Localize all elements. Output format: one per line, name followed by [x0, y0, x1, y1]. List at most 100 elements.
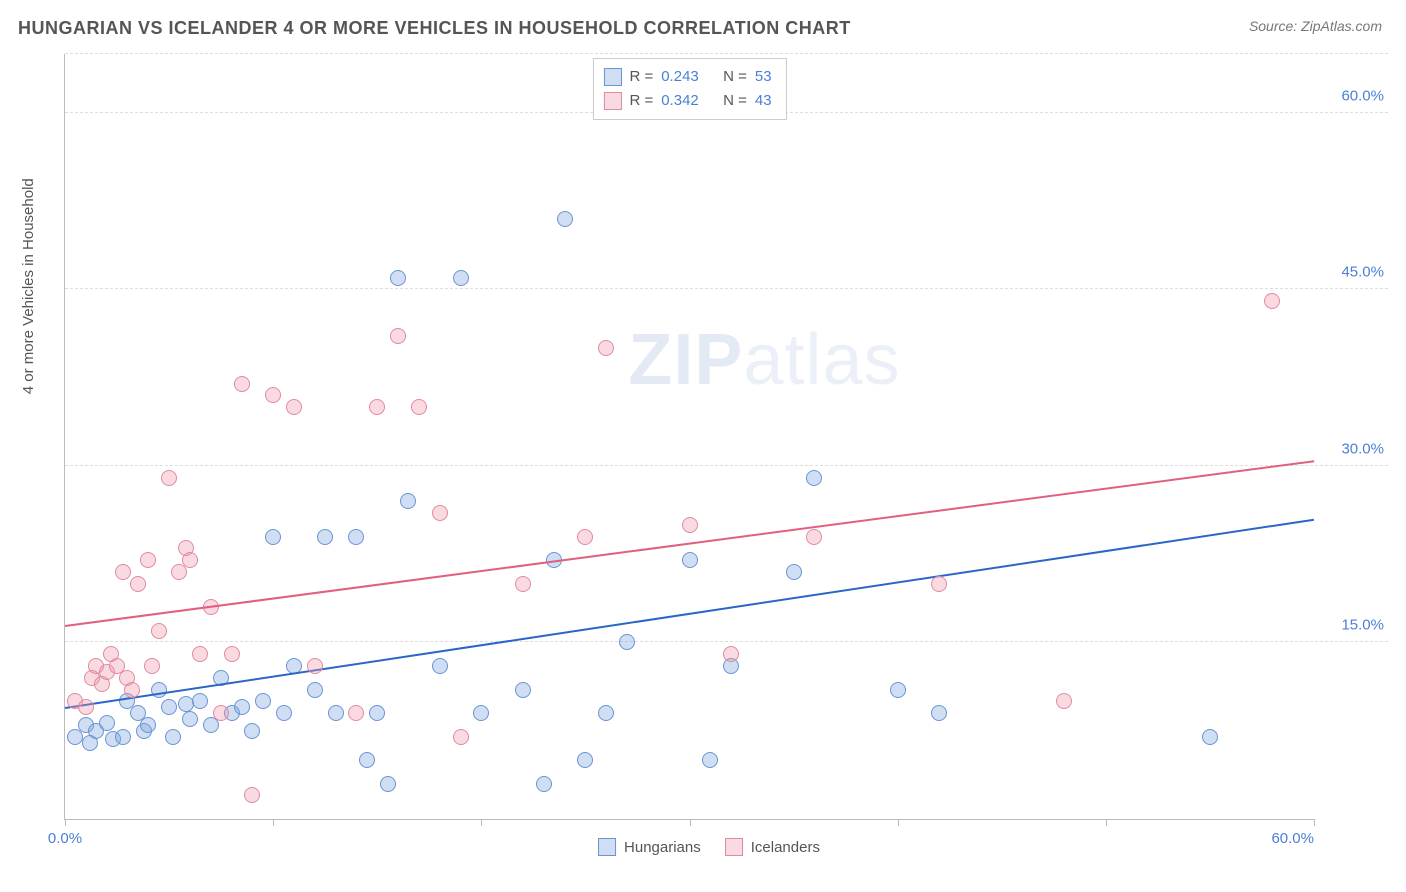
data-point — [390, 270, 406, 286]
x-tick — [1106, 819, 1107, 826]
x-tick — [690, 819, 691, 826]
data-point — [598, 340, 614, 356]
y-axis-label: 4 or more Vehicles in Household — [20, 178, 37, 394]
n-label: N = — [723, 89, 747, 113]
correlation-legend: R = 0.243 N = 53 R = 0.342 N = 43 — [592, 58, 786, 120]
data-point — [192, 693, 208, 709]
data-point — [224, 646, 240, 662]
data-point — [369, 399, 385, 415]
x-tick — [898, 819, 899, 826]
header: HUNGARIAN VS ICELANDER 4 OR MORE VEHICLE… — [0, 0, 1406, 49]
data-point — [276, 705, 292, 721]
data-point — [161, 470, 177, 486]
gridline — [65, 53, 1388, 54]
y-tick-label: 60.0% — [1341, 87, 1384, 104]
data-point — [557, 211, 573, 227]
data-point — [255, 693, 271, 709]
data-point — [140, 552, 156, 568]
x-tick — [481, 819, 482, 826]
legend-label-icelanders: Icelanders — [751, 839, 820, 856]
n-value-icelanders: 43 — [755, 89, 772, 113]
scatter-plot-area: R = 0.243 N = 53 R = 0.342 N = 43 ZIPatl… — [64, 54, 1314, 820]
data-point — [390, 328, 406, 344]
data-point — [234, 376, 250, 392]
chart-title: HUNGARIAN VS ICELANDER 4 OR MORE VEHICLE… — [18, 18, 851, 39]
swatch-icelanders — [603, 92, 621, 110]
data-point — [192, 646, 208, 662]
data-point — [577, 752, 593, 768]
y-tick-label: 15.0% — [1341, 617, 1384, 634]
trend-line — [65, 460, 1314, 627]
legend-item-hungarians: Hungarians — [598, 838, 701, 856]
y-tick-label: 30.0% — [1341, 440, 1384, 457]
data-point — [515, 682, 531, 698]
n-value-hungarians: 53 — [755, 65, 772, 89]
data-point — [369, 705, 385, 721]
data-point — [182, 711, 198, 727]
data-point — [244, 787, 260, 803]
legend-row-icelanders: R = 0.342 N = 43 — [603, 89, 771, 113]
watermark: ZIPatlas — [628, 319, 900, 401]
data-point — [1056, 693, 1072, 709]
data-point — [931, 705, 947, 721]
x-tick-label: 60.0% — [1271, 830, 1314, 847]
data-point — [307, 658, 323, 674]
gridline — [65, 465, 1388, 466]
data-point — [931, 576, 947, 592]
data-point — [1202, 729, 1218, 745]
data-point — [348, 705, 364, 721]
swatch-hungarians — [603, 68, 621, 86]
data-point — [577, 529, 593, 545]
data-point — [473, 705, 489, 721]
data-point — [890, 682, 906, 698]
r-value-icelanders: 0.342 — [661, 89, 699, 113]
data-point — [328, 705, 344, 721]
data-point — [78, 699, 94, 715]
data-point — [115, 564, 131, 580]
watermark-zip: ZIP — [628, 320, 743, 400]
data-point — [786, 564, 802, 580]
data-point — [411, 399, 427, 415]
data-point — [400, 493, 416, 509]
data-point — [286, 399, 302, 415]
data-point — [244, 723, 260, 739]
x-tick — [65, 819, 66, 826]
data-point — [359, 752, 375, 768]
data-point — [682, 552, 698, 568]
data-point — [515, 576, 531, 592]
data-point — [165, 729, 181, 745]
data-point — [124, 682, 140, 698]
data-point — [536, 776, 552, 792]
swatch-icelanders — [725, 838, 743, 856]
data-point — [348, 529, 364, 545]
data-point — [453, 729, 469, 745]
data-point — [380, 776, 396, 792]
trend-line — [65, 519, 1314, 709]
data-point — [234, 699, 250, 715]
data-point — [432, 505, 448, 521]
series-legend: Hungarians Icelanders — [598, 838, 820, 856]
data-point — [432, 658, 448, 674]
data-point — [723, 646, 739, 662]
data-point — [182, 552, 198, 568]
data-point — [806, 470, 822, 486]
data-point — [453, 270, 469, 286]
data-point — [806, 529, 822, 545]
data-point — [144, 658, 160, 674]
x-tick-label: 0.0% — [48, 830, 82, 847]
data-point — [702, 752, 718, 768]
data-point — [161, 699, 177, 715]
legend-item-icelanders: Icelanders — [725, 838, 820, 856]
data-point — [99, 715, 115, 731]
data-point — [140, 717, 156, 733]
data-point — [115, 729, 131, 745]
r-label: R = — [629, 65, 653, 89]
data-point — [619, 634, 635, 650]
y-tick-label: 45.0% — [1341, 264, 1384, 281]
r-label: R = — [629, 89, 653, 113]
data-point — [598, 705, 614, 721]
x-tick — [1314, 819, 1315, 826]
n-label: N = — [723, 65, 747, 89]
data-point — [130, 576, 146, 592]
data-point — [682, 517, 698, 533]
